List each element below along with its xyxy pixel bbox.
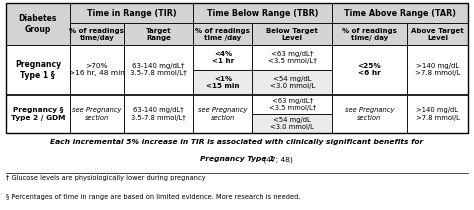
Text: see Pregnancy
section: see Pregnancy section [198,107,247,121]
Bar [193,23,253,45]
Text: Time Below Range (TBR): Time Below Range (TBR) [207,9,319,18]
Bar [407,94,468,133]
Text: Below Target
Level: Below Target Level [266,28,318,41]
Text: 63-140 mg/dL†
3.5-7.8 mmol/L†: 63-140 mg/dL† 3.5-7.8 mmol/L† [130,63,187,76]
Text: see Pregnancy
section: see Pregnancy section [345,107,394,121]
Bar [407,23,468,45]
Bar [70,94,124,133]
Bar [332,3,468,23]
Bar [70,3,193,23]
Bar [253,45,332,70]
Bar [407,45,468,94]
Bar [332,45,407,94]
Text: >140 mg/dL
>7.8 mmol/L: >140 mg/dL >7.8 mmol/L [415,63,460,76]
Bar [253,114,332,133]
Text: >70%
>16 hr, 48 min: >70% >16 hr, 48 min [69,63,125,76]
Bar [124,45,193,94]
Bar [193,45,253,70]
Text: % of readings
time/day: % of readings time/day [70,28,124,41]
Text: Above Target
Level: Above Target Level [411,28,464,41]
Bar [332,94,407,133]
Bar [332,23,407,45]
Text: Pregnancy §
Type 2 / GDM: Pregnancy § Type 2 / GDM [10,107,65,121]
Text: Pregnancy Type 1: Pregnancy Type 1 [200,156,274,163]
Text: Diabetes
Group: Diabetes Group [18,14,57,34]
Bar [253,23,332,45]
Text: § Percentages of time in range are based on limited evidence. More research is n: § Percentages of time in range are based… [6,194,300,200]
Text: <54 mg/dL
<3.0 mmol/L: <54 mg/dL <3.0 mmol/L [270,76,315,89]
Text: <63 mg/dL†
<3.5 mmol/L†: <63 mg/dL† <3.5 mmol/L† [269,98,316,111]
Text: Each incremental 5% increase in TIR is associated with clinically significant be: Each incremental 5% increase in TIR is a… [50,139,424,145]
Bar [70,23,124,45]
Bar [6,94,70,133]
Bar [6,3,70,45]
Text: % of readings
time /day: % of readings time /day [195,28,250,41]
Bar [124,94,193,133]
Text: >140 mg/dL
>7.8 mmol/L: >140 mg/dL >7.8 mmol/L [416,107,459,121]
Bar [193,70,253,94]
Text: † Glucose levels are physiologically lower during pregnancy: † Glucose levels are physiologically low… [6,175,205,181]
Text: Target
Range: Target Range [146,28,172,41]
Text: <4%
<1 hr: <4% <1 hr [212,51,234,64]
Text: <25%
<6 hr: <25% <6 hr [357,63,381,76]
Bar [253,70,332,94]
Bar [124,23,193,45]
Text: 63-140 mg/dL†
3.5-7.8 mmol/L†: 63-140 mg/dL† 3.5-7.8 mmol/L† [131,107,186,121]
Text: Time Above Range (TAR): Time Above Range (TAR) [344,9,456,18]
Bar [193,94,253,133]
Bar [193,3,332,23]
Text: <54 mg/dL
<3.0 mmol/L: <54 mg/dL <3.0 mmol/L [270,117,314,130]
Bar [6,45,70,94]
Bar [6,3,468,133]
Text: <63 mg/dL†
<3.5 mmol/L†: <63 mg/dL† <3.5 mmol/L† [268,51,317,64]
Bar [253,94,332,114]
Bar [70,45,124,94]
Text: see Pregnancy
section: see Pregnancy section [72,107,122,121]
Text: (47; 48): (47; 48) [261,156,293,163]
Text: Pregnancy
Type 1 §: Pregnancy Type 1 § [15,60,61,80]
Text: % of readings
time/ day: % of readings time/ day [342,28,397,41]
Text: Time in Range (TIR): Time in Range (TIR) [87,9,176,18]
Text: <1%
<15 min: <1% <15 min [206,76,240,89]
